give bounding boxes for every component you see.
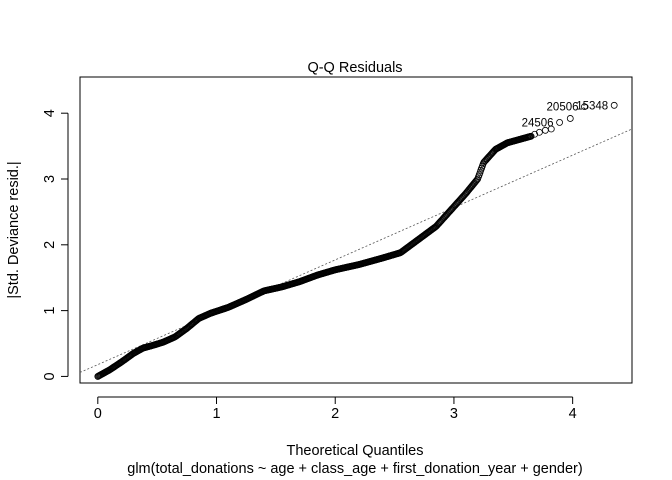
y-tick-label: 0: [42, 372, 58, 380]
data-point: [556, 119, 563, 126]
data-point: [566, 115, 574, 122]
point-label: 15348: [576, 100, 608, 112]
y-tick-label: 2: [42, 241, 58, 249]
x-tick-label: 3: [450, 406, 458, 422]
x-axis-label: Theoretical Quantiles: [286, 443, 423, 459]
chart-title: Q-Q Residuals: [307, 60, 402, 76]
point-label: 20506: [547, 102, 579, 114]
y-tick-label: 3: [42, 175, 58, 183]
chart-subtitle: glm(total_donations ~ age + class_age + …: [127, 461, 582, 477]
plot-frame: [79, 76, 633, 384]
x-tick-label: 4: [569, 406, 577, 422]
x-tick-label: 2: [331, 406, 339, 422]
data-point: [581, 103, 588, 111]
y-tick-label: 4: [42, 109, 58, 117]
data-point: [527, 132, 535, 140]
point-label: 24506: [522, 117, 554, 129]
y-axis-label: |Std. Deviance resid.|: [6, 161, 22, 298]
reference-line-layer: [79, 128, 633, 373]
data-point: [472, 177, 480, 185]
x-tick-label: 1: [212, 406, 220, 422]
x-tick-label: 0: [94, 406, 102, 422]
data-point: [531, 130, 539, 138]
data-point: [536, 128, 543, 136]
reference-line: [79, 128, 633, 373]
data-point: [610, 101, 618, 109]
data-point: [547, 125, 555, 133]
y-tick-label: 1: [42, 307, 58, 315]
axes-layer: 0 1 2 3 4 0 1 2 3 4: [42, 109, 577, 422]
data-points-layer: [94, 101, 618, 380]
